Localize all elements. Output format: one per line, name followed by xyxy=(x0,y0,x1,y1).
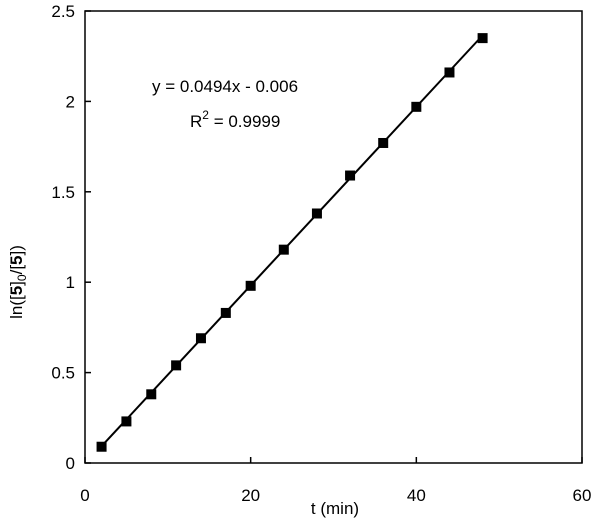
y-tick-label: 1 xyxy=(66,273,75,292)
data-point xyxy=(146,389,157,400)
data-point xyxy=(171,360,182,371)
data-point xyxy=(345,170,356,181)
y-axis-label-suffix: ]) xyxy=(7,245,26,255)
y-tick-label: 2.5 xyxy=(51,2,75,21)
y-axis-label-prefix: ln([ xyxy=(7,295,26,319)
y-tick-label: 0.5 xyxy=(51,364,75,383)
data-point xyxy=(96,441,107,452)
y-axis-label-subscript: 0 xyxy=(15,274,29,281)
trend-line xyxy=(100,34,484,447)
r-squared-superscript: 2 xyxy=(202,108,209,122)
data-point xyxy=(278,244,289,255)
y-tick-label: 2 xyxy=(66,92,75,111)
data-point xyxy=(245,280,256,291)
data-point xyxy=(311,208,322,219)
y-axis-label-bracket: ] xyxy=(7,281,26,286)
y-tick-label: 1.5 xyxy=(51,183,75,202)
y-axis-label: ln([5]0/[5]) xyxy=(7,245,29,319)
data-point xyxy=(411,101,422,112)
fit-equation: y = 0.0494x - 0.006 xyxy=(152,77,298,96)
y-axis-label-compound-a: 5 xyxy=(7,286,26,295)
data-point xyxy=(121,416,132,427)
x-tick-label: 40 xyxy=(407,486,426,505)
data-point xyxy=(220,307,231,318)
plot-area xyxy=(84,10,583,464)
x-tick-label: 20 xyxy=(241,486,260,505)
x-tick-label: 60 xyxy=(573,486,592,505)
y-axis-ticks: 0 0.5 1 1.5 2 2.5 xyxy=(51,2,91,473)
data-point xyxy=(477,33,488,44)
y-axis-label-divider: /[ xyxy=(7,265,26,275)
r-squared-value: = 0.9999 xyxy=(209,112,280,131)
y-tick-label: 0 xyxy=(66,454,75,473)
r-squared: R2 = 0.9999 xyxy=(190,108,280,131)
r-squared-prefix: R xyxy=(190,112,202,131)
data-point xyxy=(444,67,455,78)
data-point xyxy=(378,137,389,148)
x-axis-ticks: 0 20 40 60 xyxy=(80,457,591,505)
x-tick-label: 0 xyxy=(80,486,89,505)
y-axis-label-compound-b: 5 xyxy=(7,255,26,264)
data-points xyxy=(96,33,488,452)
data-point xyxy=(195,333,206,344)
x-axis-label: t (min) xyxy=(311,499,359,518)
